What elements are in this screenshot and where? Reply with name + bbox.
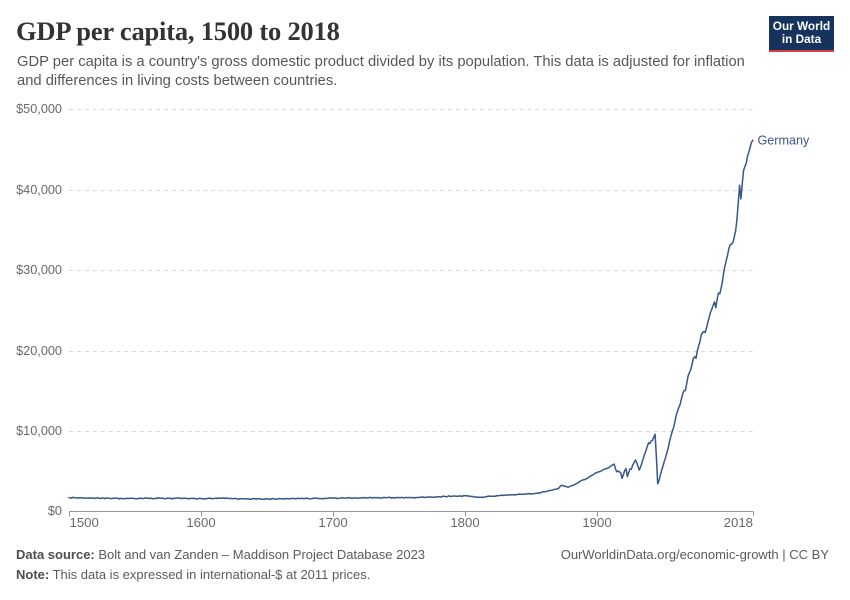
svg-text:1900: 1900 [582, 515, 611, 530]
svg-text:1500: 1500 [70, 515, 99, 530]
svg-text:1600: 1600 [186, 515, 215, 530]
svg-text:2018: 2018 [724, 515, 753, 530]
svg-text:1800: 1800 [450, 515, 479, 530]
svg-text:$20,000: $20,000 [16, 344, 62, 358]
svg-text:$40,000: $40,000 [16, 183, 62, 197]
svg-text:$50,000: $50,000 [16, 102, 62, 116]
svg-text:$0: $0 [48, 504, 62, 518]
svg-text:$30,000: $30,000 [16, 263, 62, 277]
svg-text:$10,000: $10,000 [16, 424, 62, 438]
svg-text:Germany: Germany [758, 134, 810, 148]
svg-text:1700: 1700 [318, 515, 347, 530]
